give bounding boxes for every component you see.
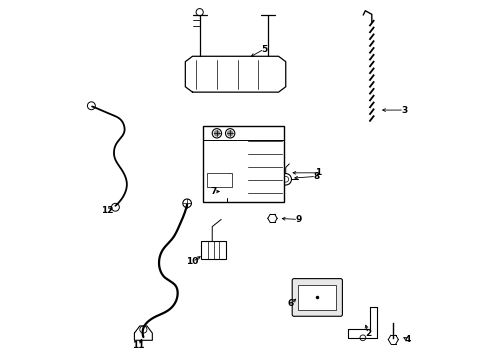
Bar [206,173,231,187]
Text: 3: 3 [400,105,407,114]
Bar [203,126,284,202]
Text: 8: 8 [312,172,319,181]
Text: 10: 10 [186,257,198,266]
Bar [201,241,225,259]
Circle shape [214,131,219,136]
Text: 4: 4 [404,335,410,344]
Text: 2: 2 [365,329,370,338]
Text: 5: 5 [261,45,267,54]
Text: 9: 9 [294,215,301,224]
Text: 11: 11 [132,341,144,350]
Text: 6: 6 [287,299,294,308]
Text: 1: 1 [314,168,321,177]
Bar [298,285,336,310]
Text: 7: 7 [210,187,217,196]
FancyBboxPatch shape [292,279,342,316]
Circle shape [227,131,232,136]
Text: 12: 12 [101,206,114,215]
